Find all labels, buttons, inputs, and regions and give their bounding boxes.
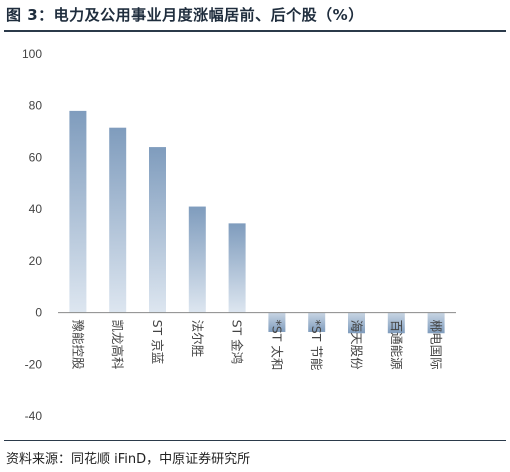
footer-divider bbox=[4, 440, 506, 441]
bar bbox=[308, 312, 326, 332]
category-label: 凯龙高科 bbox=[110, 320, 125, 371]
page-title: 图 3：电力及公用事业月度涨幅居前、后个股（%） bbox=[6, 6, 364, 24]
title-divider bbox=[4, 30, 506, 32]
category-label: 百通能源 bbox=[389, 320, 404, 371]
bar bbox=[387, 312, 405, 334]
category-label: *ST 太和 bbox=[269, 320, 284, 371]
category-label: 郴电国际 bbox=[429, 320, 444, 370]
y-tick-label: 0 bbox=[35, 306, 42, 320]
bar bbox=[109, 127, 127, 313]
category-label: ST 金鸿 bbox=[230, 320, 245, 365]
category-label: 法尔胜 bbox=[190, 320, 205, 358]
bar bbox=[427, 312, 445, 334]
source-note: 资料来源：同花顺 iFinD，中原证券研究所 bbox=[6, 452, 251, 467]
bar bbox=[188, 206, 206, 313]
category-label: *ST 节能 bbox=[309, 320, 324, 371]
bar-chart: -40 -20 0 20 40 60 80 100 豫能控股 凯龙高科 ST 京蓝 法尔胜 ST 金鸿… bbox=[22, 47, 456, 423]
bar bbox=[268, 312, 286, 332]
category-label: ST 京蓝 bbox=[150, 320, 165, 365]
bar bbox=[149, 147, 166, 313]
y-tick-label: 100 bbox=[22, 47, 42, 61]
category-label: 海天股份 bbox=[349, 320, 364, 371]
y-tick-label: 40 bbox=[29, 202, 43, 216]
bar bbox=[228, 223, 246, 313]
y-tick-label: 60 bbox=[29, 150, 43, 164]
y-tick-label: 20 bbox=[29, 254, 43, 268]
bar bbox=[348, 312, 365, 334]
bar bbox=[69, 110, 87, 313]
y-tick-label: 80 bbox=[29, 99, 43, 113]
y-tick-label: -40 bbox=[25, 409, 43, 423]
y-tick-label: -20 bbox=[25, 357, 43, 371]
category-label: 豫能控股 bbox=[70, 320, 85, 371]
